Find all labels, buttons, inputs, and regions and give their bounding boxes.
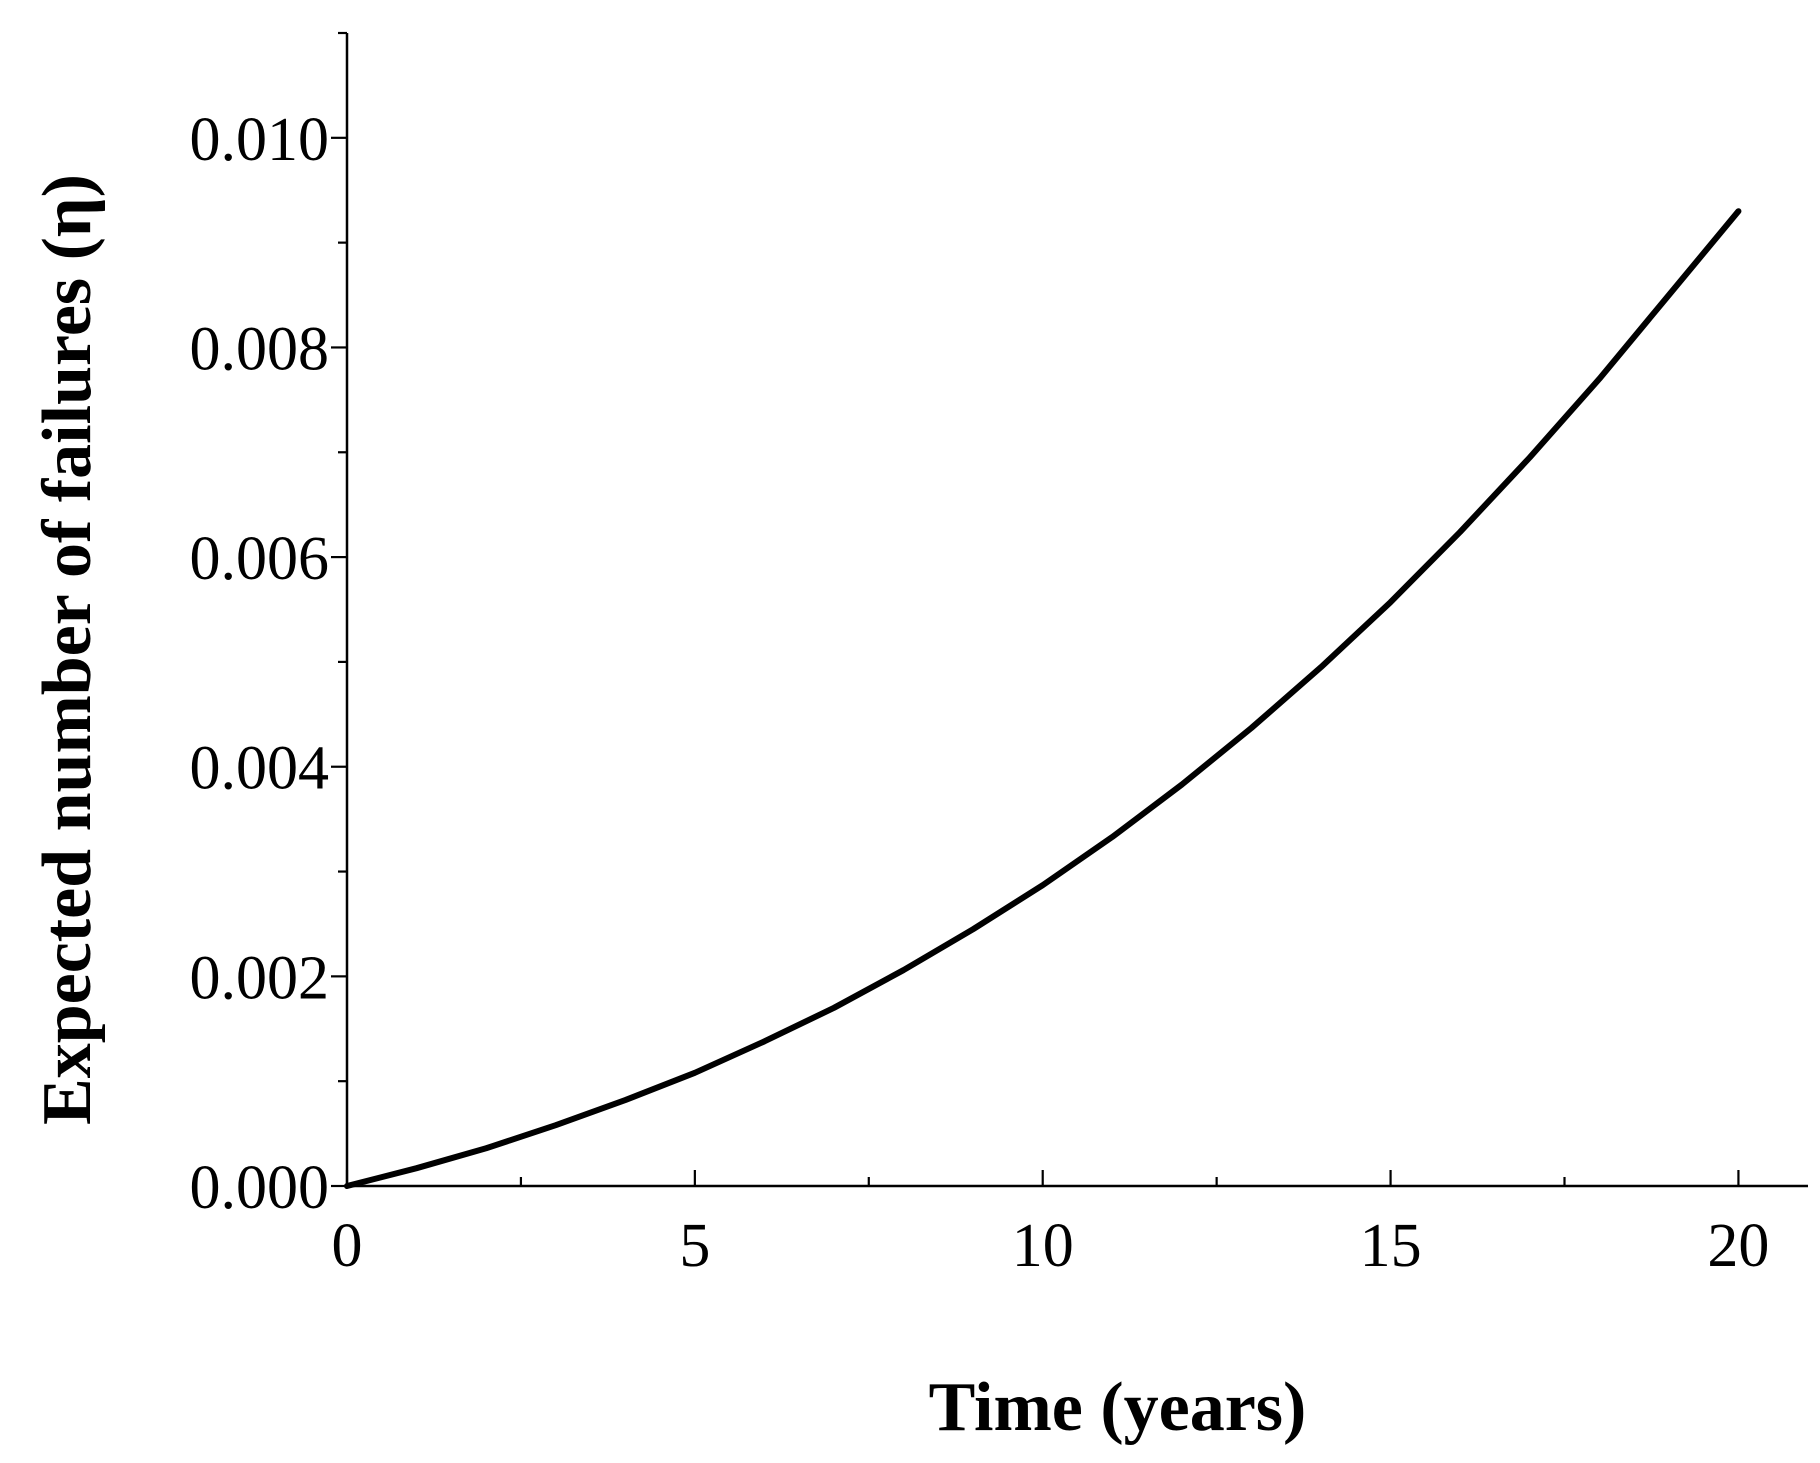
x-axis-title: Time (years) — [929, 1369, 1307, 1446]
x-tick-label: 10 — [1012, 1212, 1074, 1280]
y-tick-label: 0.002 — [190, 944, 330, 1012]
tick-labels: 0 5 10 15 20 0.000 0.002 0.004 0.006 0.008 0.010 — [190, 106, 1770, 1280]
y-tick-label: 0.010 — [190, 106, 330, 174]
y-tick-label: 0.006 — [190, 525, 330, 593]
ticks — [331, 31, 1740, 1188]
x-tick-label: 5 — [679, 1212, 710, 1280]
y-tick-label: 0.004 — [190, 735, 330, 803]
y-tick-label: 0.000 — [190, 1154, 330, 1222]
series — [344, 208, 1742, 1189]
x-tick-label: 0 — [332, 1212, 363, 1280]
x-tick-label: 20 — [1707, 1212, 1769, 1280]
axes — [345, 33, 1808, 1188]
y-tick-label: 0.008 — [190, 315, 330, 383]
x-tick-label: 15 — [1360, 1212, 1422, 1280]
y-axis-title: Expected number of failures (η) — [29, 174, 106, 1125]
series-line — [344, 208, 1742, 1189]
